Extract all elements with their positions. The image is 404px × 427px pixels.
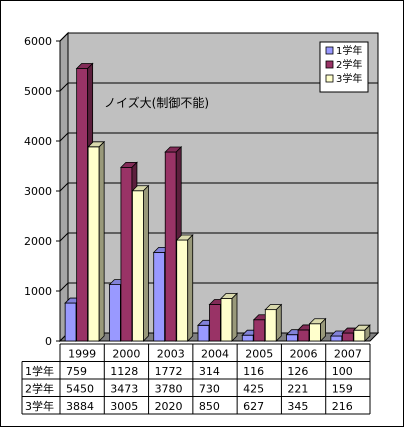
bar-front — [164, 151, 177, 342]
bar-side — [364, 324, 371, 342]
table-header-cell: 2003 — [157, 348, 185, 361]
bar — [352, 324, 371, 342]
table-cell: 2020 — [155, 400, 183, 413]
bar-front — [253, 319, 266, 342]
bar — [220, 292, 238, 342]
y-tick-label: 0 — [45, 335, 52, 348]
bar-side — [98, 140, 105, 342]
table-cell: 116 — [243, 365, 264, 378]
legend-label: 1学年 — [336, 44, 362, 57]
table-cell: 216 — [332, 400, 353, 413]
bar-side — [275, 303, 282, 342]
bar — [308, 317, 327, 342]
bar — [131, 184, 150, 342]
bar — [175, 234, 194, 342]
bar-front — [286, 334, 298, 342]
legend-swatch — [325, 46, 334, 55]
table-cell: 3005 — [110, 400, 138, 413]
gridlines — [59, 32, 378, 292]
y-axis: 0 1000 2000 3000 4000 5000 6000 — [24, 35, 60, 348]
bar-front — [220, 298, 233, 342]
table-cell: 3473 — [110, 383, 138, 396]
y-tick-label: 3000 — [24, 185, 52, 198]
table-header-cell: 2007 — [334, 348, 362, 361]
legend-swatch — [325, 74, 334, 83]
table-header-cell: 2006 — [290, 348, 318, 361]
bar-front — [241, 334, 254, 342]
y-tick-label: 6000 — [24, 35, 52, 48]
bar-front — [341, 332, 354, 342]
table-cell: 1772 — [155, 365, 183, 378]
table-cell: 425 — [243, 383, 264, 396]
table-row-label: 2学年 — [25, 382, 54, 396]
bar-front — [309, 323, 321, 342]
bar-front — [330, 335, 343, 342]
table-cell: 1128 — [110, 365, 138, 378]
y-tick-label: 5000 — [24, 85, 52, 98]
table-cell: 221 — [287, 383, 308, 396]
table-cell: 5450 — [66, 383, 94, 396]
bar-front — [353, 329, 366, 342]
table-cell: 759 — [66, 365, 87, 378]
table-cell: 3884 — [66, 400, 94, 413]
bar-front — [64, 302, 77, 342]
legend-label: 3学年 — [336, 72, 362, 85]
bar-front — [264, 309, 277, 342]
table-row-label: 3学年 — [25, 399, 54, 413]
gridline — [59, 232, 378, 242]
bar-front — [209, 304, 221, 342]
table-header-cell: 1999 — [68, 348, 96, 361]
legend-label: 2学年 — [336, 58, 362, 71]
bar-front — [176, 239, 189, 342]
bar-side — [231, 292, 238, 342]
table-cell: 730 — [199, 383, 220, 396]
bar-front — [197, 324, 210, 342]
gridline — [59, 182, 378, 192]
table-cell: 314 — [199, 365, 220, 378]
table-cell: 126 — [287, 365, 308, 378]
bar-front — [297, 329, 310, 342]
table-cell: 100 — [332, 365, 353, 378]
table-cell: 345 — [287, 400, 308, 413]
bar-front — [132, 190, 144, 342]
legend-swatch — [325, 60, 334, 69]
bar-side — [187, 234, 194, 342]
table-header-cell: 2004 — [201, 348, 229, 361]
gridline — [59, 132, 378, 142]
table-header-cell: 2005 — [245, 348, 273, 361]
y-tick-label: 1000 — [24, 285, 52, 298]
gridline — [59, 32, 378, 42]
bar-front — [87, 146, 100, 342]
bar — [264, 303, 283, 342]
bar — [87, 140, 106, 342]
bar-side — [320, 317, 326, 342]
table-cell: 850 — [199, 400, 220, 413]
bars — [64, 62, 371, 342]
annotation-label: ノイズ大(制御不能) — [104, 95, 209, 110]
gridline — [59, 82, 378, 92]
bar-side — [143, 184, 149, 342]
table-header-cell: 2000 — [112, 348, 140, 361]
y-tick-label: 4000 — [24, 135, 52, 148]
bar-front — [120, 166, 133, 342]
table-row-label: 1学年 — [25, 364, 54, 378]
bar-front — [109, 284, 121, 342]
table-cell: 3780 — [155, 383, 183, 396]
table-cell: 159 — [332, 383, 353, 396]
bar-front — [153, 251, 166, 342]
bar-front — [76, 68, 89, 342]
table-cell: 627 — [243, 400, 264, 413]
gridline — [59, 282, 378, 292]
y-tick-label: 2000 — [24, 235, 52, 248]
data-table: 1999 2000 2003 2004 2005 2006 2007 1学年 759 1128 17… — [21, 343, 371, 415]
